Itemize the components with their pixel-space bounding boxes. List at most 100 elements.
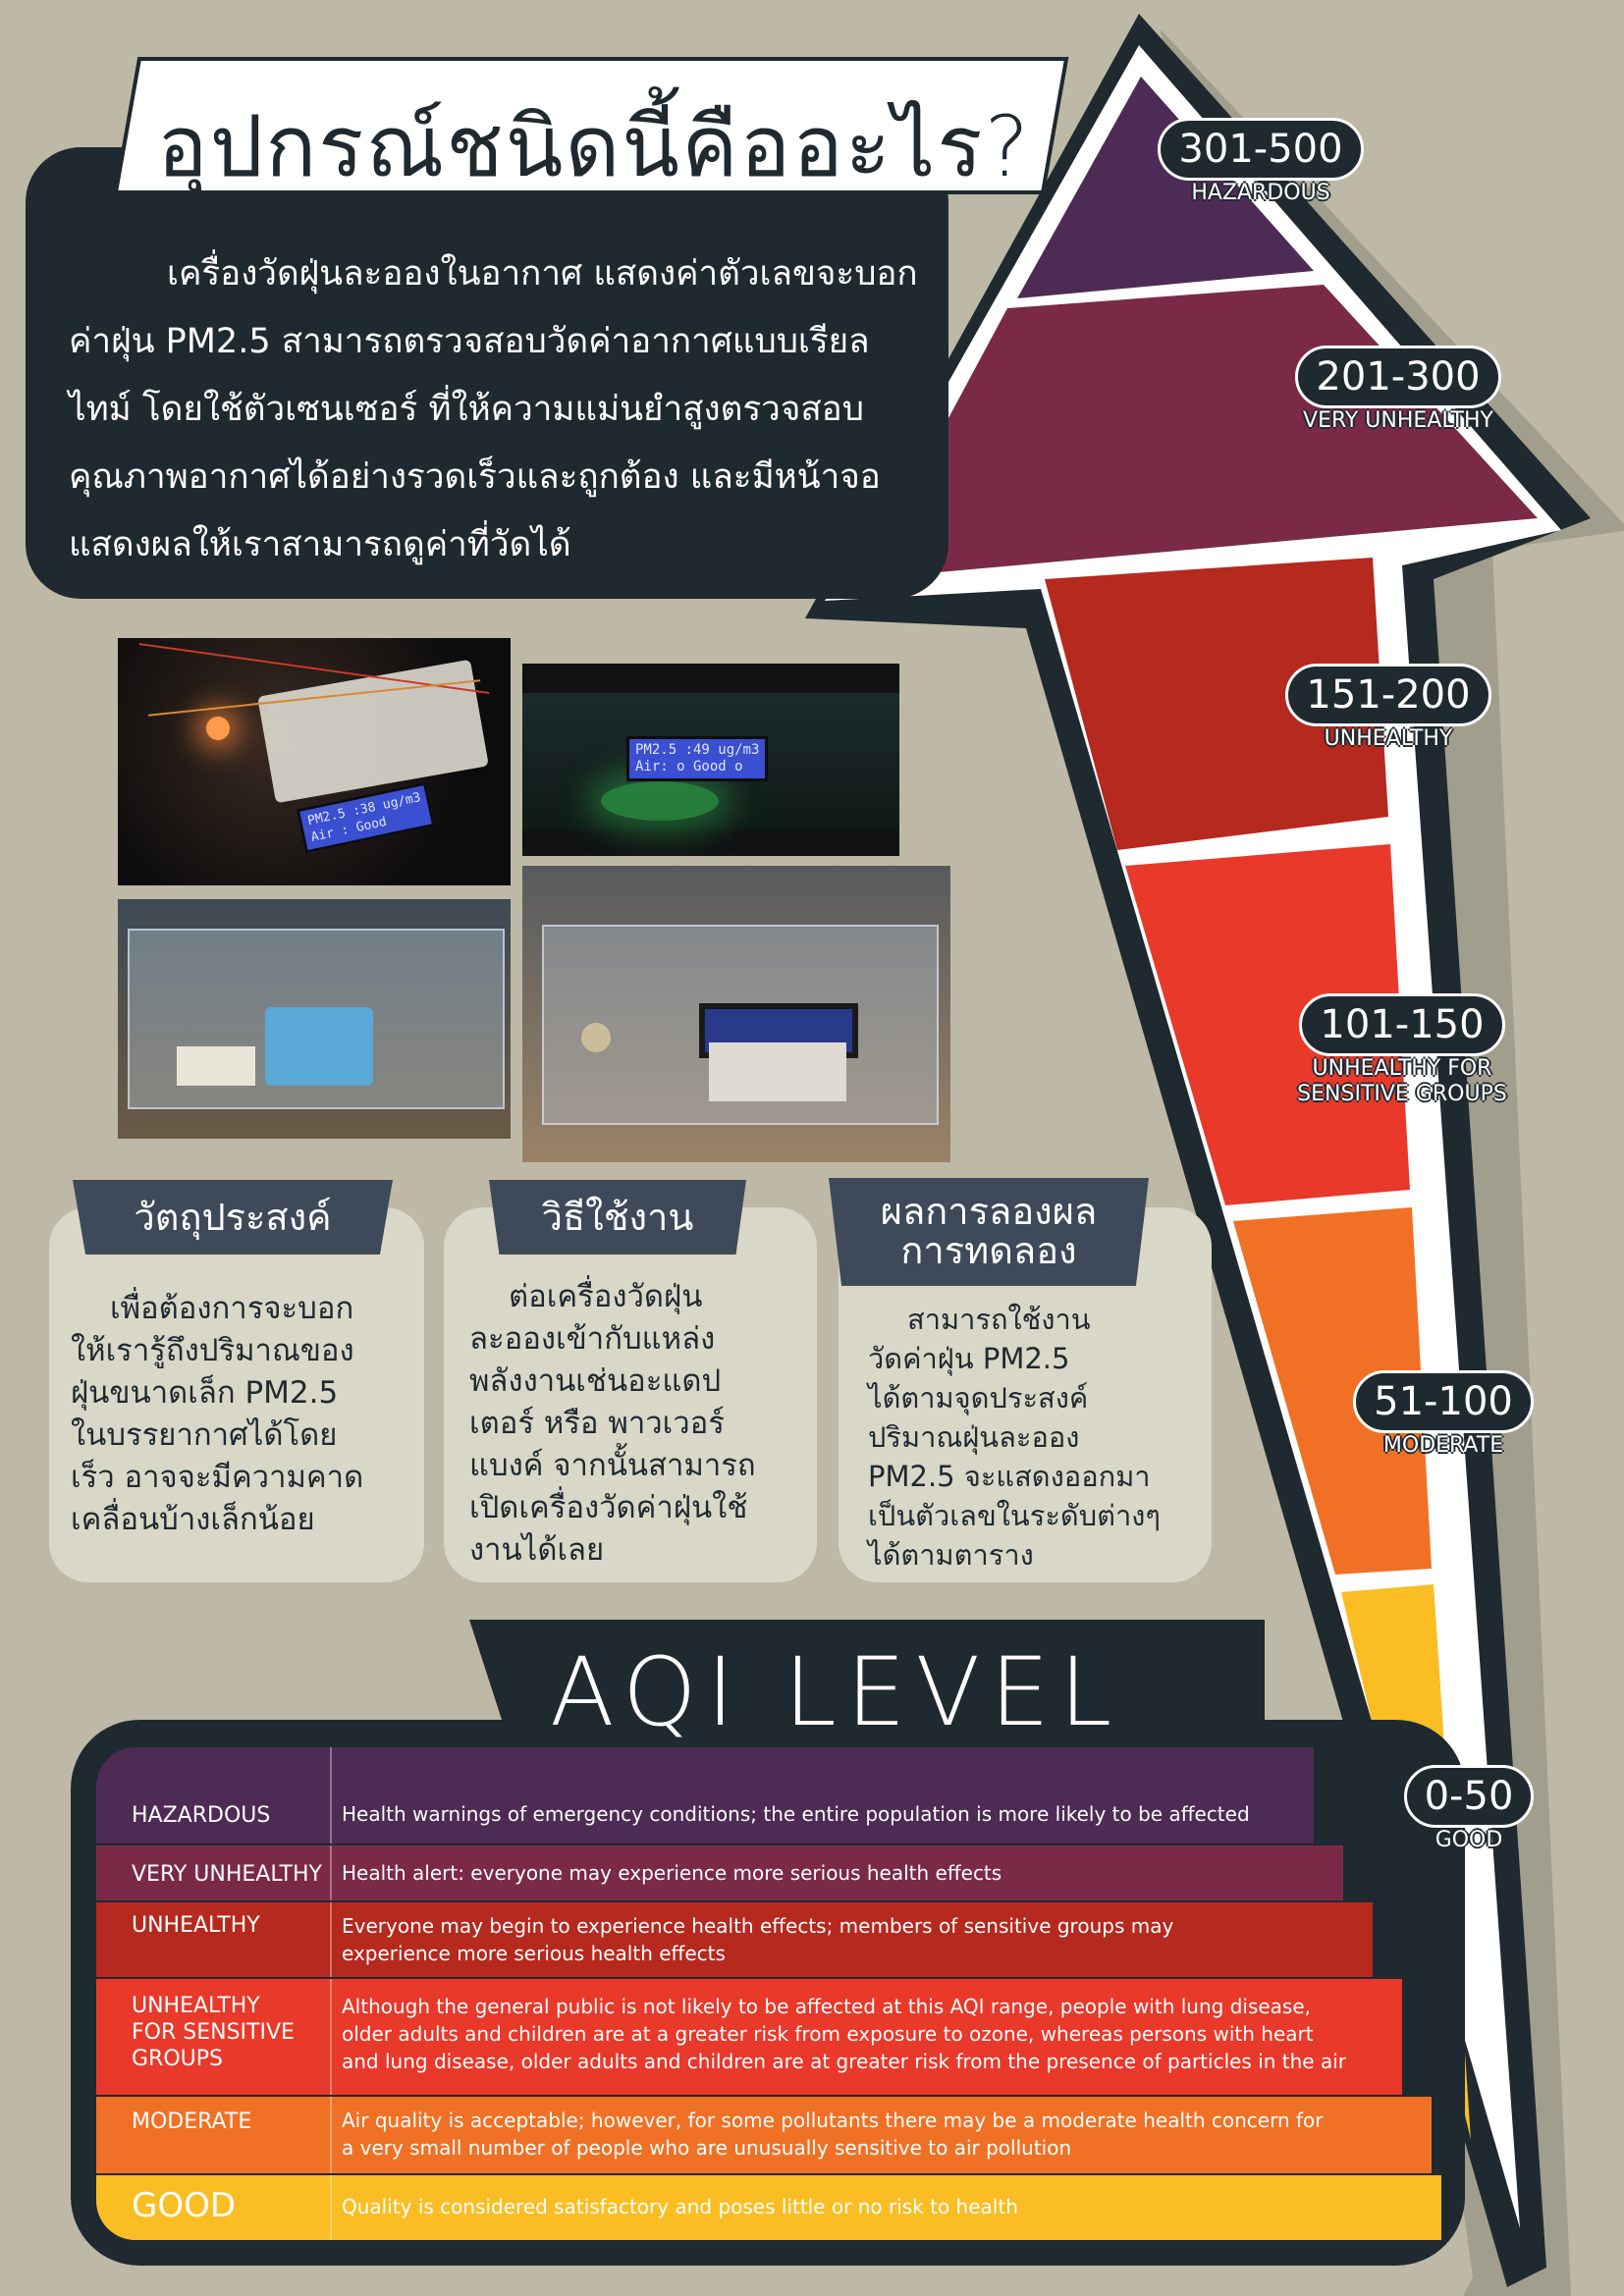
badge-hazardous: 301-500 HAZARDOUS — [1153, 118, 1369, 206]
level-line: GOOD — [132, 2186, 237, 2225]
card-line: สามารถใช้งาน — [907, 1303, 1091, 1336]
aqi-level-label: UNHEALTHY — [132, 1912, 260, 1939]
badge-label: UNHEALTHY FOR SENSITIVE GROUPS — [1294, 1056, 1510, 1107]
badge-label: MODERATE — [1335, 1433, 1551, 1459]
card-line: เปิดเครื่องวัดค่าฝุ่นใช้ — [469, 1490, 748, 1525]
lcd-line: Air: o Good o — [635, 759, 743, 774]
row-divider — [330, 1979, 332, 2095]
card-line: เตอร์ หรือ พาวเวอร์ — [469, 1406, 725, 1441]
card-result-body: สามารถใช้งาน วัดค่าฝุ่น PM2.5 ได้ตามจุดป… — [868, 1300, 1161, 1575]
card-line: ในบรรยากาศได้โดย — [71, 1417, 338, 1453]
badge-sensitive: 101-150 UNHEALTHY FOR SENSITIVE GROUPS — [1294, 993, 1510, 1107]
lcd-display: PM2.5 :49 ug/m3 Air: o Good o — [626, 736, 769, 781]
intro-line: เครื่องวัดฝุ่นละอองในอากาศ แสดงค่าตัวเลข… — [167, 254, 918, 294]
desc-line: Health warnings of emergency conditions;… — [342, 1802, 1250, 1826]
desc-line: Although the general public is not likel… — [342, 1995, 1312, 2018]
card-objective-body: เพื่อต้องการจะบอก ให้เรารู้ถึงปริมาณของ … — [71, 1288, 363, 1541]
card-usage — [444, 1207, 817, 1582]
card-line: ได้ตามจุดประสงค์ — [868, 1381, 1089, 1415]
card-line: ให้เรารู้ถึงปริมาณของ — [71, 1333, 354, 1368]
page-title: อุปกรณ์ชนิดนี้คืออะไร? — [157, 98, 1032, 196]
card-title-line: การทดลอง — [900, 1229, 1077, 1272]
badge-range: 101-150 — [1299, 993, 1505, 1056]
card-line: เพื่อต้องการจะบอก — [110, 1291, 354, 1326]
aqi-level-label: HAZARDOUS — [132, 1802, 270, 1829]
segment-unhealthy — [1045, 558, 1388, 850]
card-line: ละอองเข้ากับแหล่ง — [469, 1321, 716, 1357]
badge-label-line: VERY UNHEALTHY — [1303, 408, 1493, 433]
card-objective-title: วัตถุประสงค์ — [73, 1180, 393, 1255]
desc-line: a very small number of people who are un… — [342, 2136, 1072, 2160]
card-line: วัดค่าฝุ่น PM2.5 — [868, 1342, 1070, 1375]
intro-line: ไทม์ โดยใช้ตัวเซนเซอร์ ที่ให้ความแม่นยำส… — [69, 390, 864, 429]
badge-unhealthy: 151-200 UNHEALTHY — [1280, 664, 1496, 752]
card-title-line: ผลการลองผล — [880, 1190, 1098, 1233]
card-title-line: วัตถุประสงค์ — [134, 1196, 332, 1239]
card-line: ต่อเครื่องวัดฝุ่น — [509, 1279, 703, 1314]
card-usage-body: ต่อเครื่องวัดฝุ่น ละอองเข้ากับแหล่ง พลัง… — [469, 1276, 756, 1572]
card-line: PM2.5 จะแสดงออกมา — [868, 1460, 1151, 1493]
badge-label-line: UNHEALTHY — [1324, 726, 1453, 751]
intro-line: แสดงผลให้เราสามารถดูค่าที่วัดได้ — [69, 525, 571, 564]
badge-moderate: 51-100 MODERATE — [1335, 1370, 1551, 1459]
intro-line: ค่าฝุ่น PM2.5 สามารถตรวจสอบวัดค่าอากาศแบ… — [69, 322, 870, 361]
desc-line: Health alert: everyone may experience mo… — [342, 1861, 1002, 1885]
aqi-level-desc: Although the general public is not likel… — [342, 1993, 1346, 2075]
level-line: UNHEALTHY — [132, 1994, 260, 2018]
segment-hazardous — [1017, 77, 1314, 298]
level-line: HAZARDOUS — [132, 1803, 271, 1828]
device-photo-2: PM2.5 :49 ug/m3 Air: o Good o — [522, 664, 899, 856]
aqi-level-desc: Everyone may begin to experience health … — [342, 1912, 1173, 1967]
row-divider — [330, 1747, 332, 1843]
segment-sensitive — [1125, 844, 1410, 1205]
aqi-row-unhealthy: UNHEALTHY Everyone may begin to experien… — [96, 1902, 1373, 1977]
desc-line: Air quality is acceptable; however, for … — [342, 2109, 1324, 2132]
badge-label-line: SENSITIVE GROUPS — [1297, 1082, 1507, 1106]
row-divider — [330, 1902, 332, 1977]
level-line: VERY UNHEALTHY — [132, 1862, 322, 1887]
level-line: MODERATE — [132, 2109, 252, 2134]
card-line: ปริมาณฝุ่นละออง — [868, 1420, 1080, 1454]
segment-moderate — [1233, 1207, 1432, 1575]
aqi-row-sensitive: UNHEALTHY FOR SENSITIVE GROUPS Although … — [96, 1979, 1402, 2095]
device-photo-4 — [522, 866, 950, 1162]
intro-line: คุณภาพอากาศได้อย่างรวดเร็วและถูกต้อง และ… — [69, 457, 881, 497]
badge-label: VERY UNHEALTHY — [1290, 408, 1506, 434]
row-divider — [330, 2175, 332, 2240]
row-divider — [330, 2097, 332, 2173]
badge-good: 0-50 GOOD — [1361, 1765, 1577, 1853]
card-objective — [49, 1207, 424, 1582]
level-line: FOR SENSITIVE — [132, 2020, 295, 2045]
desc-line: Everyone may begin to experience health … — [342, 1914, 1174, 1938]
desc-line: and lung disease, older adults and child… — [342, 2050, 1347, 2073]
card-result-title: ผลการลองผล การทดลอง — [829, 1178, 1149, 1286]
card-title-line: วิธีใช้งาน — [541, 1196, 694, 1239]
badge-range: 301-500 — [1158, 118, 1364, 181]
aqi-level-desc: Air quality is acceptable; however, for … — [342, 2107, 1324, 2162]
level-line: GROUPS — [132, 2047, 223, 2071]
badge-label-line: MODERATE — [1382, 1433, 1504, 1458]
row-divider — [330, 1845, 332, 1900]
card-line: เคลื่อนบ้างเล็กน้อย — [71, 1502, 315, 1537]
aqi-level-label: GOOD — [132, 2187, 236, 2224]
intro-box — [26, 147, 948, 599]
device-photo-1: PM2.5 :38 ug/m3 Air : Good — [118, 638, 511, 885]
badge-label: GOOD — [1361, 1828, 1577, 1853]
aqi-level-label: VERY UNHEALTHY — [132, 1861, 322, 1888]
device-photo-3 — [118, 899, 511, 1139]
card-line: พลังงานเช่นอะแดป — [469, 1363, 722, 1399]
aqi-level-label: MODERATE — [132, 2109, 251, 2135]
desc-line: experience more serious health effects — [342, 1942, 726, 1965]
level-line: UNHEALTHY — [132, 1913, 260, 1938]
card-line: เร็ว อาจจะมีความคาด — [71, 1460, 364, 1495]
badge-range: 0-50 — [1403, 1765, 1535, 1828]
badge-range: 51-100 — [1353, 1370, 1534, 1433]
aqi-row-very-unhealthy: VERY UNHEALTHY Health alert: everyone ma… — [96, 1845, 1343, 1900]
desc-line: Quality is considered satisfactory and p… — [342, 2195, 1018, 2218]
badge-label-line: UNHEALTHY FOR — [1312, 1056, 1492, 1081]
badge-range: 201-300 — [1295, 346, 1501, 408]
badge-label: HAZARDOUS — [1153, 181, 1369, 206]
aqi-row-moderate: MODERATE Air quality is acceptable; howe… — [96, 2097, 1432, 2173]
card-line: แบงค์ จากนั้นสามารถ — [469, 1448, 756, 1483]
aqi-row-good: GOOD Quality is considered satisfactory … — [96, 2175, 1441, 2240]
